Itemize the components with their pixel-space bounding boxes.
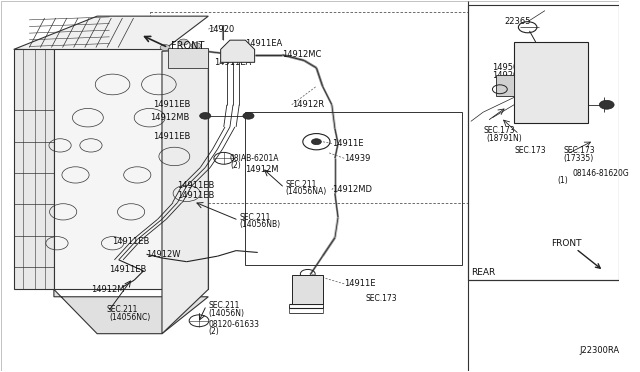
Text: 14950: 14950 <box>492 63 518 72</box>
Bar <box>168 48 208 68</box>
Polygon shape <box>13 16 208 51</box>
Text: FRONT: FRONT <box>172 41 205 51</box>
Circle shape <box>191 43 201 49</box>
Text: FRONT: FRONT <box>551 239 582 248</box>
Text: (18791N): (18791N) <box>486 134 522 142</box>
Text: (14056NA): (14056NA) <box>285 187 327 196</box>
Circle shape <box>599 100 614 109</box>
Text: (2): (2) <box>208 327 219 336</box>
Polygon shape <box>54 49 208 289</box>
Text: 14911EB: 14911EB <box>177 182 215 190</box>
Bar <box>245 112 461 265</box>
Text: SEC.173: SEC.173 <box>483 126 515 135</box>
Text: 14911EB: 14911EB <box>153 100 190 109</box>
Text: 14912MC: 14912MC <box>282 51 322 60</box>
Text: SEC.173: SEC.173 <box>563 147 595 155</box>
Text: (14056N): (14056N) <box>208 309 244 318</box>
Circle shape <box>312 139 321 145</box>
Polygon shape <box>13 49 54 289</box>
Polygon shape <box>162 49 208 334</box>
Text: 08146-81620G: 08146-81620G <box>573 169 630 177</box>
Circle shape <box>200 112 211 119</box>
Text: 14920: 14920 <box>208 25 234 33</box>
Text: SEC.211: SEC.211 <box>208 301 240 311</box>
Text: (17335): (17335) <box>563 154 594 163</box>
Text: 14911EB: 14911EB <box>109 264 147 273</box>
Text: 22365: 22365 <box>505 17 531 26</box>
Text: 08IAB-6201A: 08IAB-6201A <box>230 154 280 163</box>
Text: 08120-61633: 08120-61633 <box>208 320 259 329</box>
Text: 14912M: 14912M <box>91 285 124 294</box>
Text: (1): (1) <box>557 176 568 185</box>
Text: 14911EB: 14911EB <box>177 191 215 200</box>
Text: 14911EA: 14911EA <box>214 58 252 67</box>
Bar <box>468 5 619 280</box>
Circle shape <box>179 39 189 45</box>
Text: REAR: REAR <box>471 268 495 277</box>
Text: (14056NB): (14056NB) <box>239 220 280 229</box>
Text: (2): (2) <box>230 161 241 170</box>
Text: (14056NC): (14056NC) <box>109 312 151 321</box>
Polygon shape <box>221 40 255 62</box>
Text: 14912R: 14912R <box>292 100 324 109</box>
Bar <box>495 75 514 96</box>
Text: 14912M: 14912M <box>245 165 279 174</box>
Text: 14912MB: 14912MB <box>150 113 189 122</box>
Polygon shape <box>54 289 208 334</box>
Text: 14911EB: 14911EB <box>113 237 150 246</box>
Text: 14911EA: 14911EA <box>245 39 283 48</box>
Text: 14939: 14939 <box>344 154 371 163</box>
Text: J22300RA: J22300RA <box>579 346 619 355</box>
Text: SEC.173: SEC.173 <box>514 147 546 155</box>
Text: 14911E: 14911E <box>344 279 376 288</box>
Text: 14920+A: 14920+A <box>492 71 531 80</box>
Bar <box>514 42 588 123</box>
Text: SEC.211: SEC.211 <box>106 305 138 314</box>
Text: SEC.211: SEC.211 <box>285 180 317 189</box>
Circle shape <box>243 112 254 119</box>
Text: 14911EB: 14911EB <box>153 132 190 141</box>
Text: 14912MD: 14912MD <box>332 185 372 194</box>
Text: SEC.173: SEC.173 <box>366 294 397 303</box>
Circle shape <box>160 45 170 51</box>
Text: 14912W: 14912W <box>147 250 181 259</box>
Text: SEC.211: SEC.211 <box>239 213 271 222</box>
Bar <box>292 275 323 304</box>
Text: 14911E: 14911E <box>332 139 364 148</box>
